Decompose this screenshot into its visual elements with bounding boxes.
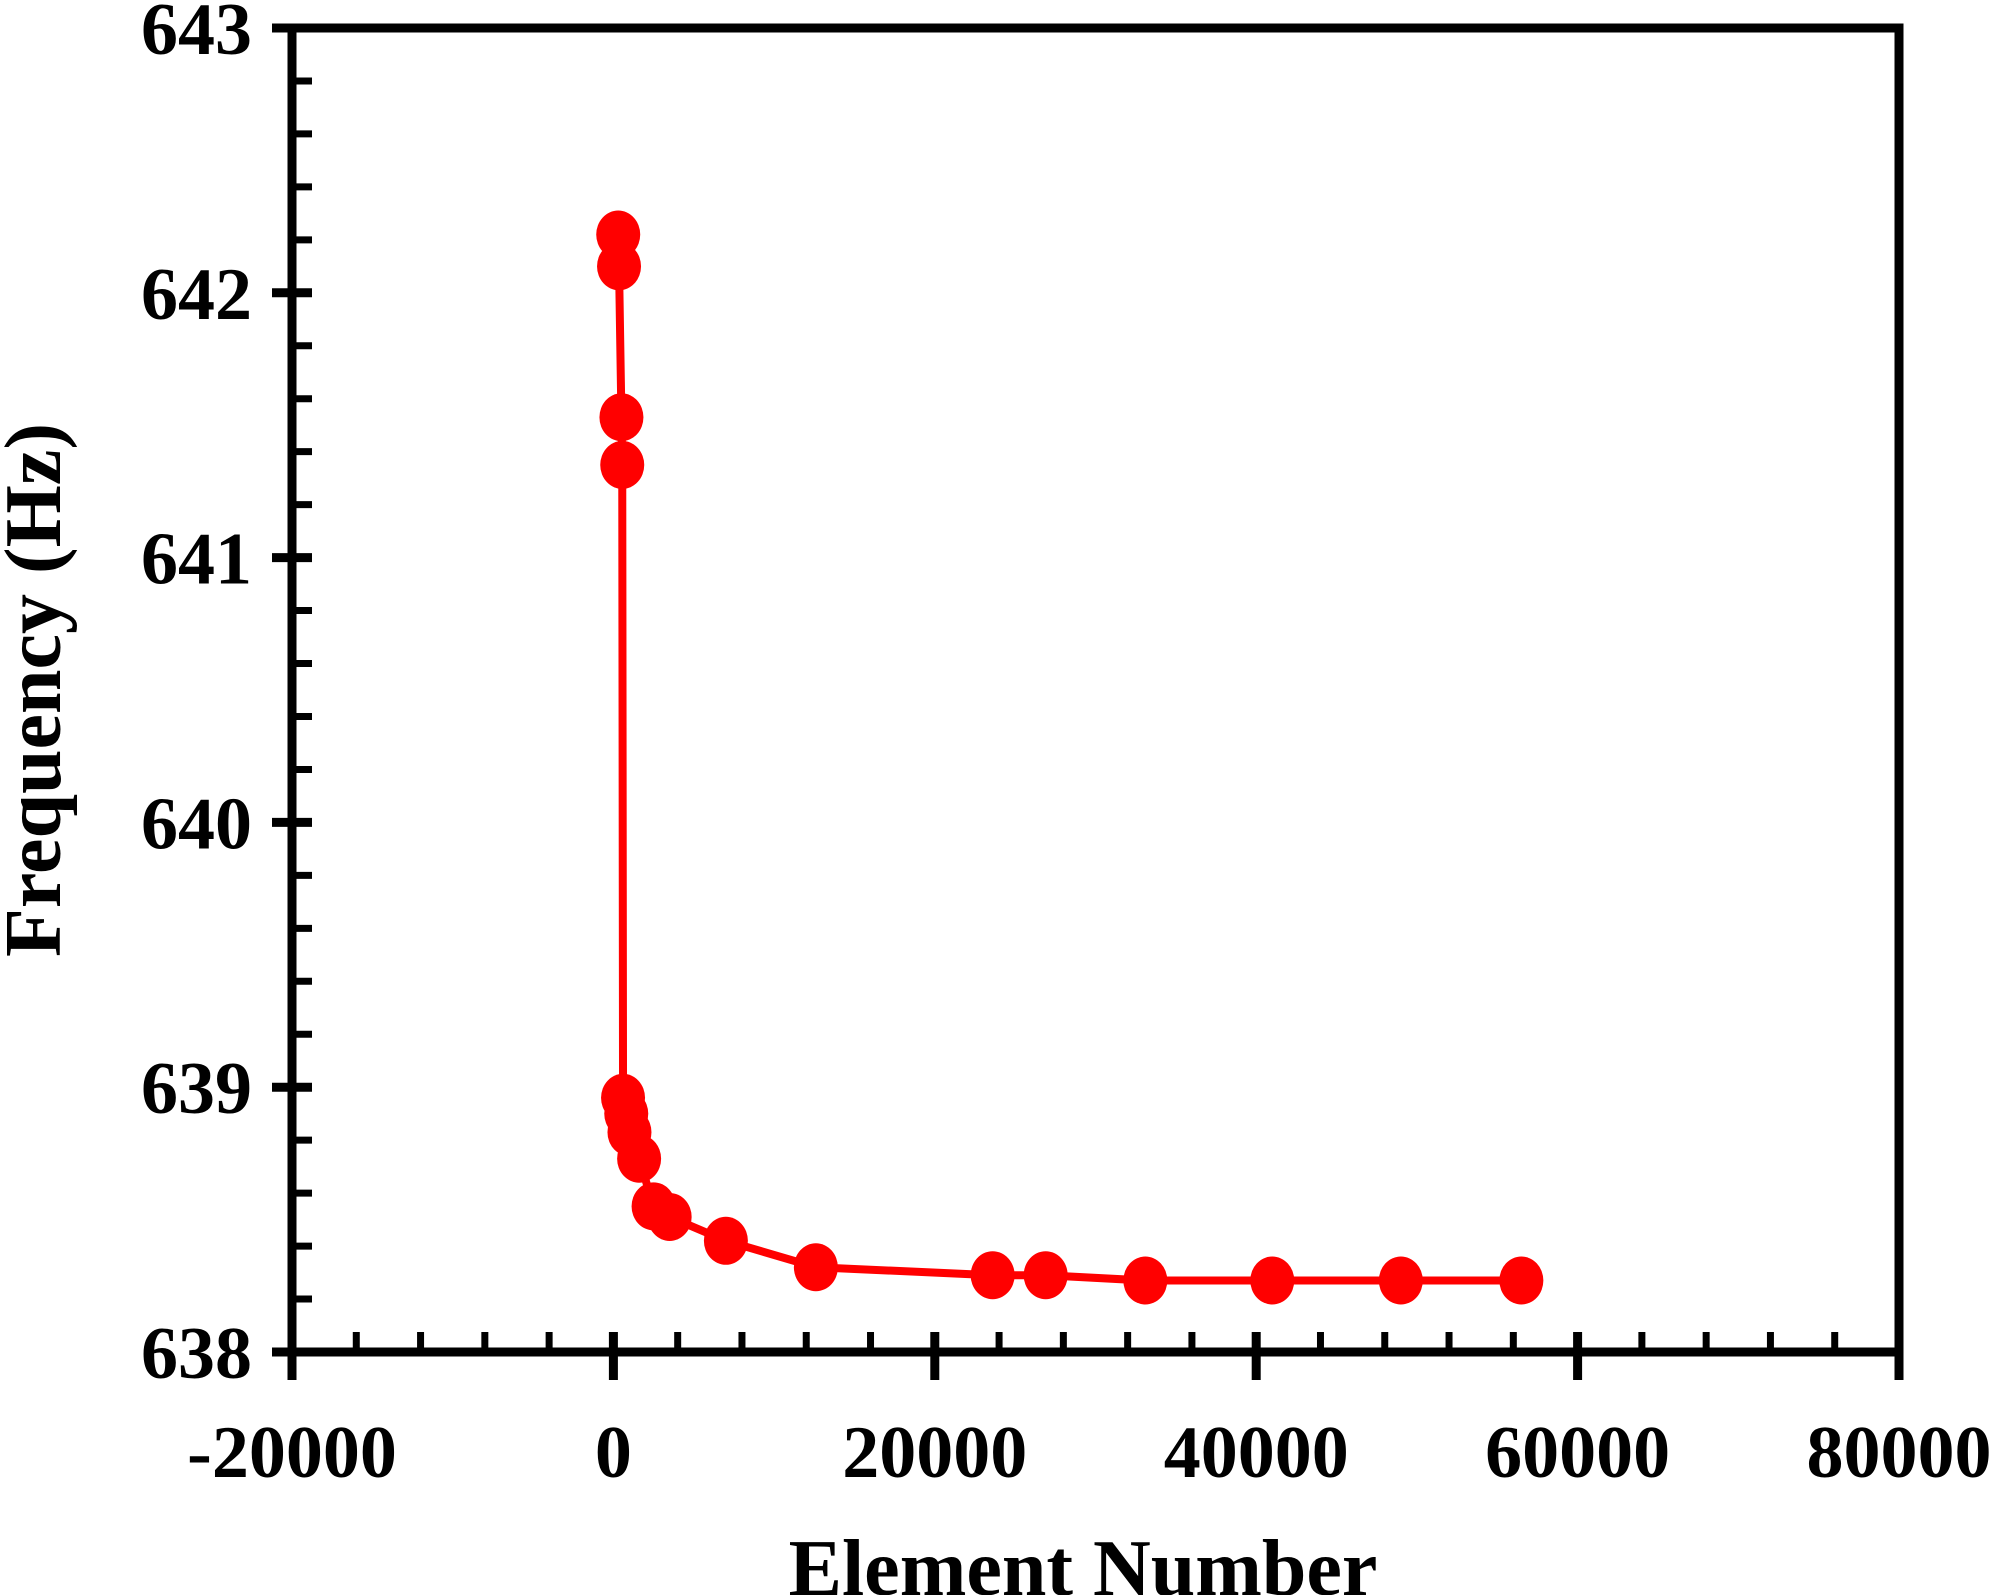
y-tick-label: 638 [141,1313,252,1395]
y-tick-label: 643 [141,0,252,71]
x-axis-ticks [287,1332,1904,1380]
data-point-marker [1123,1256,1168,1305]
plot-frame [287,23,1904,1357]
data-point-marker [1499,1256,1544,1305]
data-point-marker [599,393,644,442]
data-series [596,210,1544,1305]
data-point-marker [597,242,642,291]
plot-border [287,23,1904,1357]
data-point-marker [1250,1256,1295,1305]
data-point-marker [647,1192,692,1241]
x-tick-label: -20000 [187,1412,397,1494]
data-point-marker [703,1216,748,1265]
x-tick-label: 60000 [1485,1412,1670,1494]
y-tick-label: 642 [141,254,252,336]
data-point-marker [600,440,645,489]
series-line [614,234,1522,1285]
x-tick-label: 40000 [1164,1412,1349,1494]
y-axis-ticks [272,23,312,1357]
y-tick-label: 639 [141,1048,252,1130]
x-tick-label: 0 [595,1412,632,1494]
x-tick-label: 80000 [1807,1412,1992,1494]
y-axis-tick-labels: 638 639 640 641 642 643 [141,0,252,1395]
x-axis-tick-labels: -20000 0 20000 40000 60000 80000 [187,1412,1991,1494]
data-point-marker [793,1243,838,1292]
y-axis-title: Frequency (Hz) [0,423,78,957]
data-point-marker [1378,1256,1423,1305]
data-point-marker [1023,1251,1068,1300]
x-tick-label: 20000 [842,1412,1027,1494]
data-point-marker [970,1251,1015,1300]
y-tick-label: 641 [141,519,252,601]
x-axis-title: Element Number [789,1525,1378,1595]
y-tick-label: 640 [141,783,252,865]
data-point-marker [617,1134,662,1183]
